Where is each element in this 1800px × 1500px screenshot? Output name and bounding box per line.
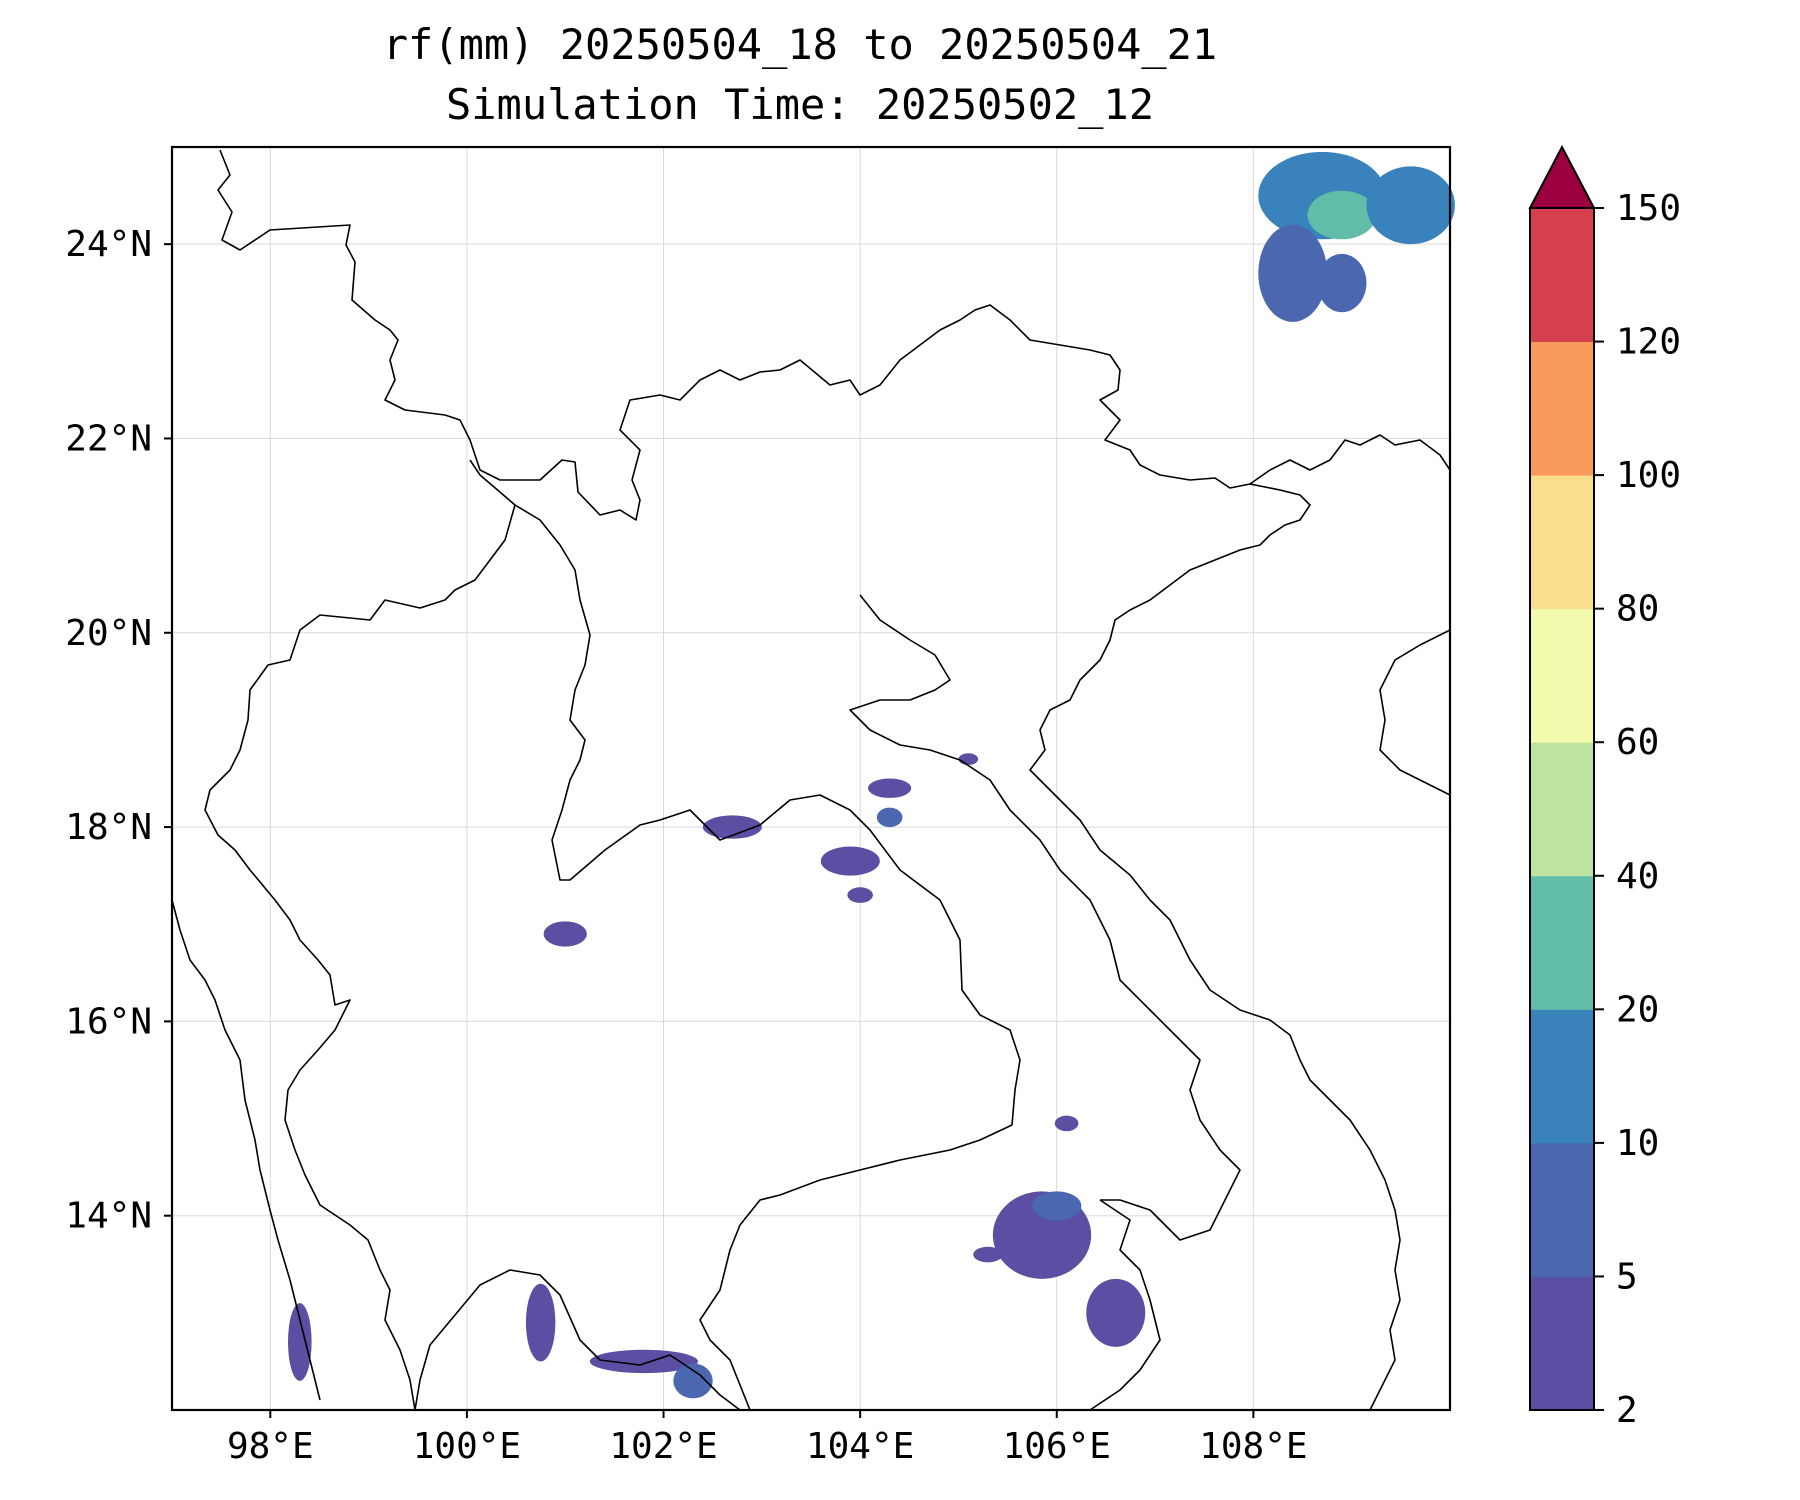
colorbar-tick-label: 2	[1616, 1390, 1638, 1431]
colorbar: 2 5 10 20 40 60 80 100 120 150	[1528, 144, 1681, 1431]
latitude-axis: 24°N 22°N 20°N 18°N 16°N 14°N	[65, 224, 172, 1237]
colorbar-band	[1530, 608, 1594, 743]
rain-cell	[1032, 1191, 1082, 1221]
colorbar-tick-label: 40	[1616, 856, 1659, 897]
border-laos-vietnam	[849, 594, 1241, 1241]
colorbar-band	[1530, 1142, 1594, 1277]
rain-cell	[973, 1246, 1003, 1263]
y-tick-label: 14°N	[65, 1196, 152, 1237]
y-tick-label: 18°N	[65, 807, 152, 848]
rain-cell	[958, 753, 979, 765]
border-north	[217, 149, 1251, 521]
colorbar-band	[1530, 1009, 1594, 1144]
rain-cell	[820, 846, 880, 876]
rain-cell	[847, 887, 873, 903]
colorbar-band	[1530, 341, 1594, 476]
colorbar-band	[1530, 875, 1594, 1010]
map-frame	[170, 145, 1452, 1412]
colorbar-tick-label: 80	[1616, 589, 1659, 630]
y-tick-label: 24°N	[65, 224, 152, 265]
coastlines-and-borders	[171, 149, 1451, 1411]
x-tick-label: 108°E	[1199, 1426, 1307, 1467]
rain-cell	[868, 778, 912, 798]
colorbar-band	[1530, 742, 1594, 877]
x-tick-label: 98°E	[227, 1426, 314, 1467]
colorbar-tick-label: 120	[1616, 322, 1681, 363]
rain-cell	[876, 807, 903, 828]
rain-cell	[543, 921, 587, 947]
colorbar-tick-label: 20	[1616, 989, 1659, 1030]
rain-cell	[1317, 253, 1367, 313]
x-tick-label: 100°E	[413, 1426, 521, 1467]
rain-cell	[673, 1363, 713, 1399]
colorbar-band	[1530, 1276, 1594, 1411]
title-line-2: Simulation Time: 20250502_12	[445, 80, 1154, 129]
longitude-axis: 98°E 100°E 102°E 104°E 106°E 108°E	[227, 1410, 1308, 1467]
colorbar-frame	[1529, 207, 1595, 1411]
map-gridlines	[172, 147, 1450, 1410]
rain-cell	[1086, 1278, 1146, 1347]
colorbar-extend-triangle	[1528, 144, 1596, 209]
rain-cell	[1258, 224, 1328, 322]
x-tick-label: 104°E	[806, 1426, 914, 1467]
coast-andaman	[171, 899, 321, 1401]
coast-vietnam	[1029, 483, 1401, 1411]
rain-cell	[1307, 190, 1377, 240]
colorbar-tick-label: 5	[1616, 1256, 1638, 1297]
colorbar-band	[1530, 208, 1594, 343]
colorbar-band	[1530, 475, 1594, 610]
x-tick-label: 102°E	[609, 1426, 717, 1467]
y-tick-label: 20°N	[65, 613, 152, 654]
y-tick-label: 16°N	[65, 1001, 152, 1042]
colorbar-tick-label: 60	[1616, 722, 1659, 763]
colorbar-tick-label: 150	[1616, 188, 1681, 229]
coast-hainan	[1379, 629, 1451, 796]
border-cambodia	[699, 1124, 1161, 1411]
colorbar-tick-label: 10	[1616, 1123, 1659, 1164]
rain-cell	[1366, 166, 1455, 245]
rainfall-field	[288, 151, 1455, 1399]
rain-cell	[525, 1283, 556, 1362]
colorbar-tick-label: 100	[1616, 455, 1681, 496]
rain-cell	[288, 1303, 312, 1381]
border-myanmar-thailand	[204, 459, 516, 1411]
coast-gulf-thailand	[414, 1269, 741, 1411]
x-tick-label: 106°E	[1003, 1426, 1111, 1467]
border-laos-thailand	[514, 504, 1021, 1126]
title-line-1: rf(mm) 20250504_18 to 20250504_21	[382, 20, 1218, 69]
rain-cell	[1054, 1115, 1079, 1132]
rain-cell	[702, 815, 762, 839]
coast-china-south	[1249, 434, 1451, 485]
y-tick-label: 22°N	[65, 418, 152, 459]
